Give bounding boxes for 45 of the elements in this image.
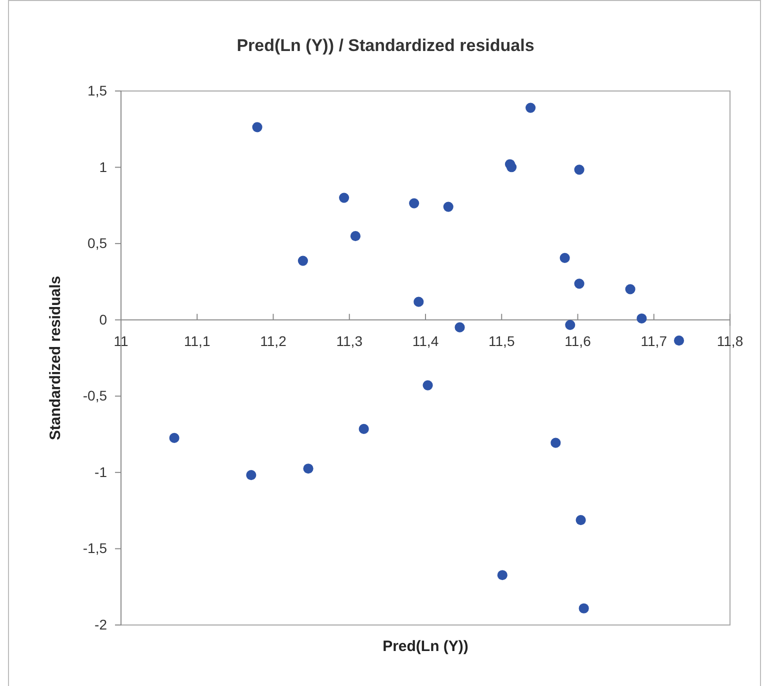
point (578, 603, 589, 614)
point (560, 252, 570, 263)
y-tick-label: 0,5 (88, 235, 108, 252)
x-axis-title: Pred(Ln (Y)) (382, 638, 468, 655)
point (636, 313, 647, 324)
point (497, 570, 508, 580)
point (574, 278, 584, 289)
y-tick-label: -0,5 (82, 388, 108, 404)
point (414, 296, 424, 307)
x-tick-label: 11,3 (336, 332, 363, 349)
x-tick-label: 11,7 (640, 332, 668, 349)
x-tick-label: 11,4 (412, 332, 439, 349)
point (358, 424, 369, 434)
y-tick-label: -2 (94, 616, 108, 632)
point (169, 432, 180, 443)
y-tick-label: 1 (99, 158, 108, 175)
point (339, 192, 350, 203)
y-tick-label: -1 (94, 464, 108, 480)
y-tick-label: 1,5 (88, 82, 108, 98)
x-tick-label: 11,5 (488, 332, 515, 349)
x-tick-label: 11,2 (260, 332, 287, 349)
point (409, 198, 420, 208)
chart-title: Pred(Ln (Y)) / Standardized residuals (236, 36, 534, 55)
point (454, 322, 465, 332)
point (526, 102, 536, 113)
point (565, 320, 576, 330)
point (422, 380, 433, 390)
point (246, 470, 256, 480)
y-axis-title: Standardized residuals (47, 276, 64, 440)
x-tick-label: 11,1 (184, 332, 210, 349)
point (550, 438, 561, 448)
point (252, 122, 262, 132)
point (443, 202, 454, 212)
point (674, 336, 684, 346)
x-tick-label: 11,6 (564, 332, 592, 349)
point (574, 164, 584, 175)
y-tick-label: 0 (99, 311, 108, 328)
point (303, 464, 314, 474)
point (350, 231, 361, 242)
point (506, 162, 517, 172)
y-tick-label: -1,5 (82, 540, 108, 556)
point (576, 514, 586, 526)
point (298, 256, 308, 266)
point (625, 284, 636, 294)
x-tick-label: 11,8 (716, 332, 744, 349)
